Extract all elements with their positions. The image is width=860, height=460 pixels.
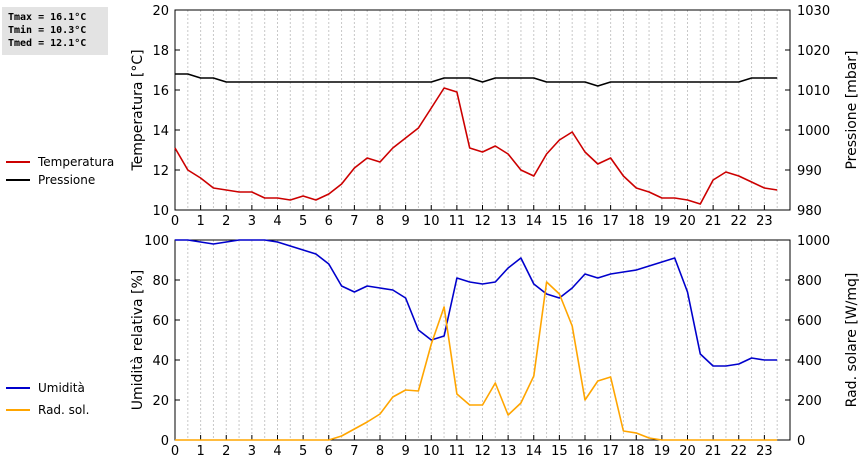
y-right-tick-label: 1010 <box>797 84 830 99</box>
x-tick-label: 8 <box>376 444 384 459</box>
y-left-axis-label: Temperatura [°C] <box>130 49 146 171</box>
y-left-tick-label: 18 <box>152 44 169 59</box>
y-left-tick-label: 0 <box>161 434 169 449</box>
x-tick-label: 20 <box>679 214 696 229</box>
y-right-tick-label: 1020 <box>797 44 830 59</box>
x-tick-label: 4 <box>273 214 281 229</box>
y-left-tick-label: 40 <box>152 354 169 369</box>
x-tick-label: 11 <box>449 444 466 459</box>
x-tick-label: 14 <box>525 214 542 229</box>
x-tick-label: 12 <box>474 444 491 459</box>
x-tick-label: 19 <box>654 214 671 229</box>
series-line-pressione <box>175 73 778 87</box>
series-line-umidit <box>175 239 778 367</box>
x-tick-label: 10 <box>423 444 440 459</box>
y-left-axis-label: Umidità relativa [%] <box>130 270 146 411</box>
y-right-tick-label: 200 <box>797 394 822 409</box>
x-tick-label: 15 <box>551 444 568 459</box>
chart-panel-2: 0 1 2 3 4 5 6 7 8 9 10 11 12 13 14 15 16 17 18 19 20 21 22 2302… <box>6 234 860 459</box>
legend-label: Umidità <box>38 381 85 395</box>
x-tick-label: 1 <box>196 214 204 229</box>
y-left-tick-label: 100 <box>144 234 169 249</box>
y-left-tick-label: 12 <box>152 164 169 179</box>
x-tick-label: 14 <box>525 444 542 459</box>
y-right-tick-label: 400 <box>797 354 822 369</box>
x-tick-label: 22 <box>730 214 747 229</box>
y-left-tick-label: 10 <box>152 204 169 219</box>
x-tick-label: 0 <box>171 444 179 459</box>
x-tick-label: 21 <box>705 444 722 459</box>
x-tick-label: 3 <box>248 444 256 459</box>
x-tick-label: 19 <box>654 444 671 459</box>
y-right-axis-label: Rad. solare [W/mq] <box>844 273 860 408</box>
x-tick-label: 0 <box>171 214 179 229</box>
x-tick-label: 21 <box>705 214 722 229</box>
x-tick-label: 7 <box>350 214 358 229</box>
y-right-tick-label: 1000 <box>797 234 830 249</box>
legend-label: Temperatura <box>37 155 114 169</box>
y-right-axis-label: Pressione [mbar] <box>844 50 860 169</box>
x-tick-label: 9 <box>401 444 409 459</box>
y-right-tick-label: 600 <box>797 314 822 329</box>
y-right-tick-label: 1000 <box>797 124 830 139</box>
x-tick-label: 10 <box>423 214 440 229</box>
legend-label: Pressione <box>38 173 95 187</box>
y-left-tick-label: 16 <box>152 84 169 99</box>
x-tick-label: 8 <box>376 214 384 229</box>
x-tick-label: 2 <box>222 444 230 459</box>
series-line-rad-sol <box>175 281 778 441</box>
x-tick-label: 17 <box>602 214 619 229</box>
x-tick-label: 16 <box>577 214 594 229</box>
y-right-tick-label: 990 <box>797 164 822 179</box>
x-tick-label: 5 <box>299 214 307 229</box>
x-tick-label: 18 <box>628 214 645 229</box>
x-tick-label: 9 <box>401 214 409 229</box>
y-left-tick-label: 20 <box>152 4 169 19</box>
x-tick-label: 6 <box>325 444 333 459</box>
x-tick-label: 15 <box>551 214 568 229</box>
x-tick-label: 16 <box>577 444 594 459</box>
x-tick-label: 7 <box>350 444 358 459</box>
y-right-tick-label: 800 <box>797 274 822 289</box>
y-left-tick-label: 80 <box>152 274 169 289</box>
x-tick-label: 18 <box>628 444 645 459</box>
x-tick-label: 13 <box>500 444 517 459</box>
chart-panel-1: 0 1 2 3 4 5 6 7 8 9 10 11 12 13 14 15 16 17 18 19 20 21 22 2310… <box>6 4 860 229</box>
x-tick-label: 13 <box>500 214 517 229</box>
y-left-tick-label: 14 <box>152 124 169 139</box>
x-tick-label: 12 <box>474 214 491 229</box>
tmax-text: Tmax = 16.1°C <box>8 12 87 23</box>
x-tick-label: 6 <box>325 214 333 229</box>
y-right-tick-label: 1030 <box>797 4 830 19</box>
legend-label: Rad. sol. <box>38 403 89 417</box>
x-tick-label: 23 <box>756 444 773 459</box>
y-right-tick-label: 980 <box>797 204 822 219</box>
tmed-text: Tmed = 12.1°C <box>8 38 87 49</box>
x-tick-label: 17 <box>602 444 619 459</box>
x-tick-label: 11 <box>449 214 466 229</box>
x-tick-label: 23 <box>756 214 773 229</box>
x-tick-label: 5 <box>299 444 307 459</box>
x-tick-label: 20 <box>679 444 696 459</box>
y-right-tick-label: 0 <box>797 434 805 449</box>
stats-box: Tmax = 16.1°C Tmin = 10.3°C Tmed = 12.1°… <box>2 7 108 55</box>
series-line-temperatura <box>174 87 778 205</box>
x-tick-label: 22 <box>730 444 747 459</box>
y-left-tick-label: 20 <box>152 394 169 409</box>
tmin-text: Tmin = 10.3°C <box>8 25 87 36</box>
x-tick-label: 3 <box>248 214 256 229</box>
x-tick-label: 4 <box>273 444 281 459</box>
x-tick-label: 1 <box>196 444 204 459</box>
x-tick-label: 2 <box>222 214 230 229</box>
y-left-tick-label: 60 <box>152 314 169 329</box>
